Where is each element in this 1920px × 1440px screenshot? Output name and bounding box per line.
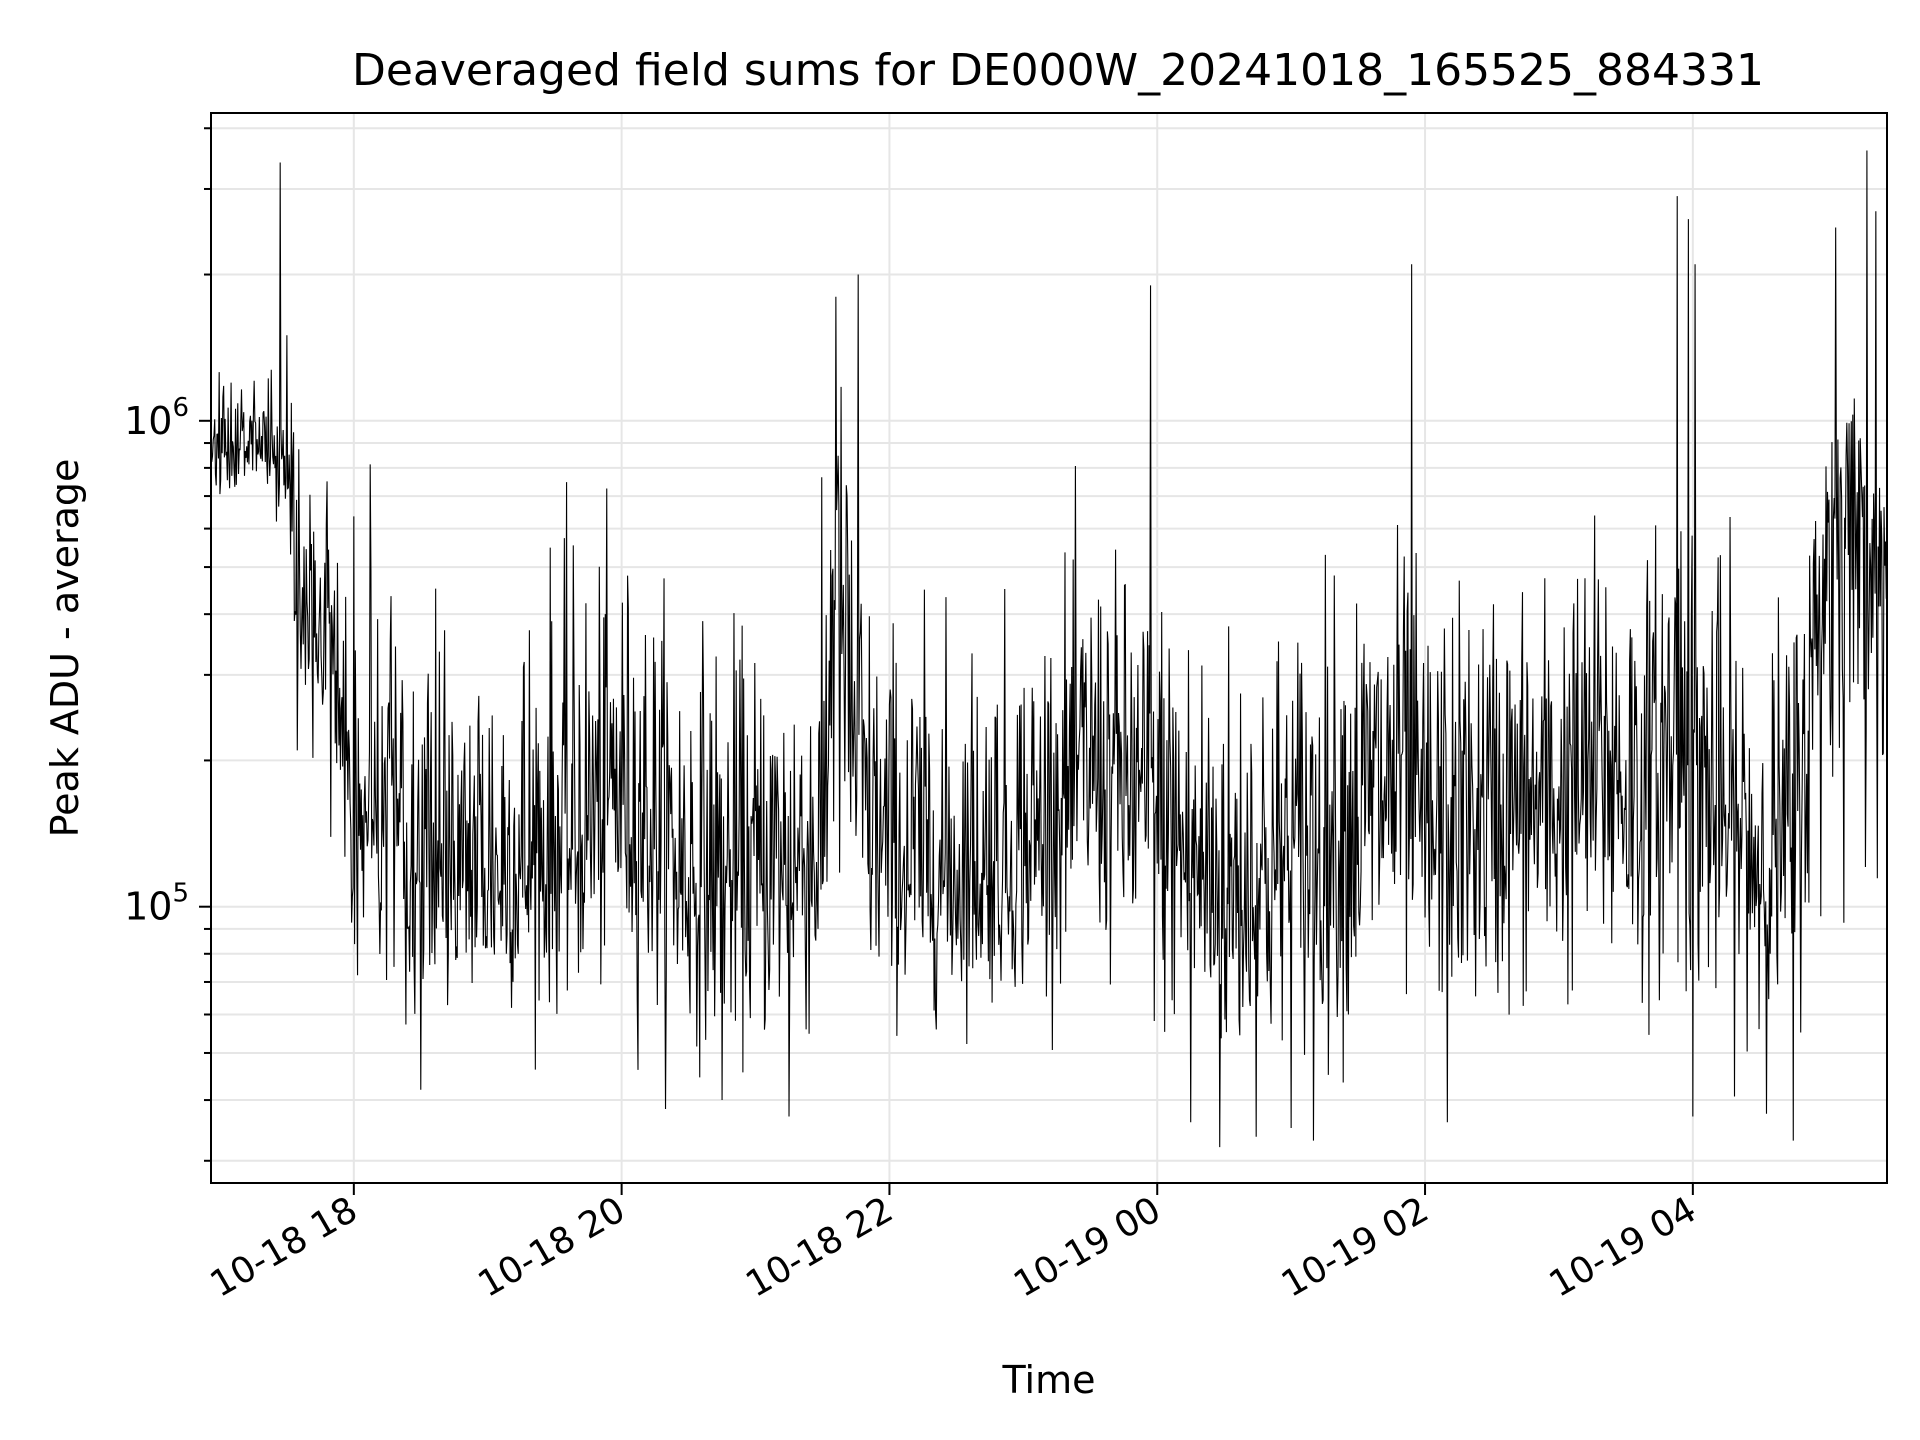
y-tick-base: 10: [124, 885, 172, 929]
y-tick-exponent: 5: [172, 879, 189, 909]
y-tick-label: 106: [124, 393, 189, 443]
series-line: [211, 150, 1887, 1148]
y-tick-base: 10: [124, 399, 172, 443]
x-axis-label: Time: [1002, 1358, 1096, 1402]
y-tick-exponent: 6: [172, 393, 189, 423]
y-tick-label: 105: [124, 879, 189, 929]
chart-title: Deaveraged field sums for DE000W_2024101…: [352, 45, 1764, 96]
plot-area: [210, 112, 1888, 1184]
data-series: [211, 150, 1887, 1148]
plot-background: [211, 113, 1887, 1183]
plot-frame: [210, 112, 1888, 1184]
y-axis-label: Peak ADU - average: [43, 459, 87, 838]
